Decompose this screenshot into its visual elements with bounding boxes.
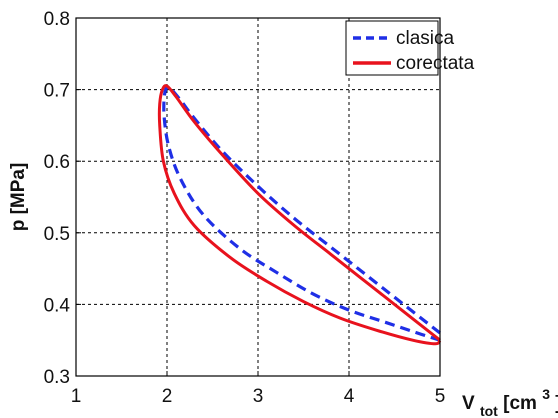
x-axis-label-unit: [cm: [503, 393, 537, 414]
x-axis-label-sup: 3: [542, 386, 550, 402]
x-tick-label: 4: [344, 386, 355, 407]
x-axis-label: V tot [cm 3 ]: [462, 383, 558, 418]
y-axis-label: p [MPa]: [8, 163, 29, 232]
series-line-corectata: [157, 84, 442, 346]
x-tick-label: 1: [71, 386, 82, 407]
legend: clasica corectata: [345, 20, 475, 76]
y-tick-label: 0.6: [44, 152, 70, 173]
x-tick-label: 2: [162, 386, 173, 407]
y-tick-label: 0.7: [44, 81, 70, 102]
x-tick-label: 5: [435, 386, 446, 407]
x-axis-label-close: ]: [555, 393, 558, 414]
y-tick-label: 0.4: [44, 295, 71, 316]
y-tick-label: 0.5: [44, 224, 70, 245]
plot-background: [76, 18, 440, 376]
legend-label-clasica: clasica: [396, 28, 455, 49]
y-tick-label: 0.8: [44, 9, 70, 30]
grid-lines: [76, 18, 440, 376]
x-axis-label-main: V: [462, 393, 475, 414]
series-layer: [157, 84, 442, 346]
legend-box: [345, 20, 439, 76]
x-tick-label: 3: [253, 386, 264, 407]
tick-labels: 1 2 3 4 5 0.3 0.4 0.5 0.6 0.7 0.8: [44, 9, 446, 407]
x-axis-label-sub: tot: [480, 403, 498, 418]
legend-label-corectata: corectata: [396, 53, 475, 74]
y-tick-label: 0.3: [44, 367, 70, 388]
